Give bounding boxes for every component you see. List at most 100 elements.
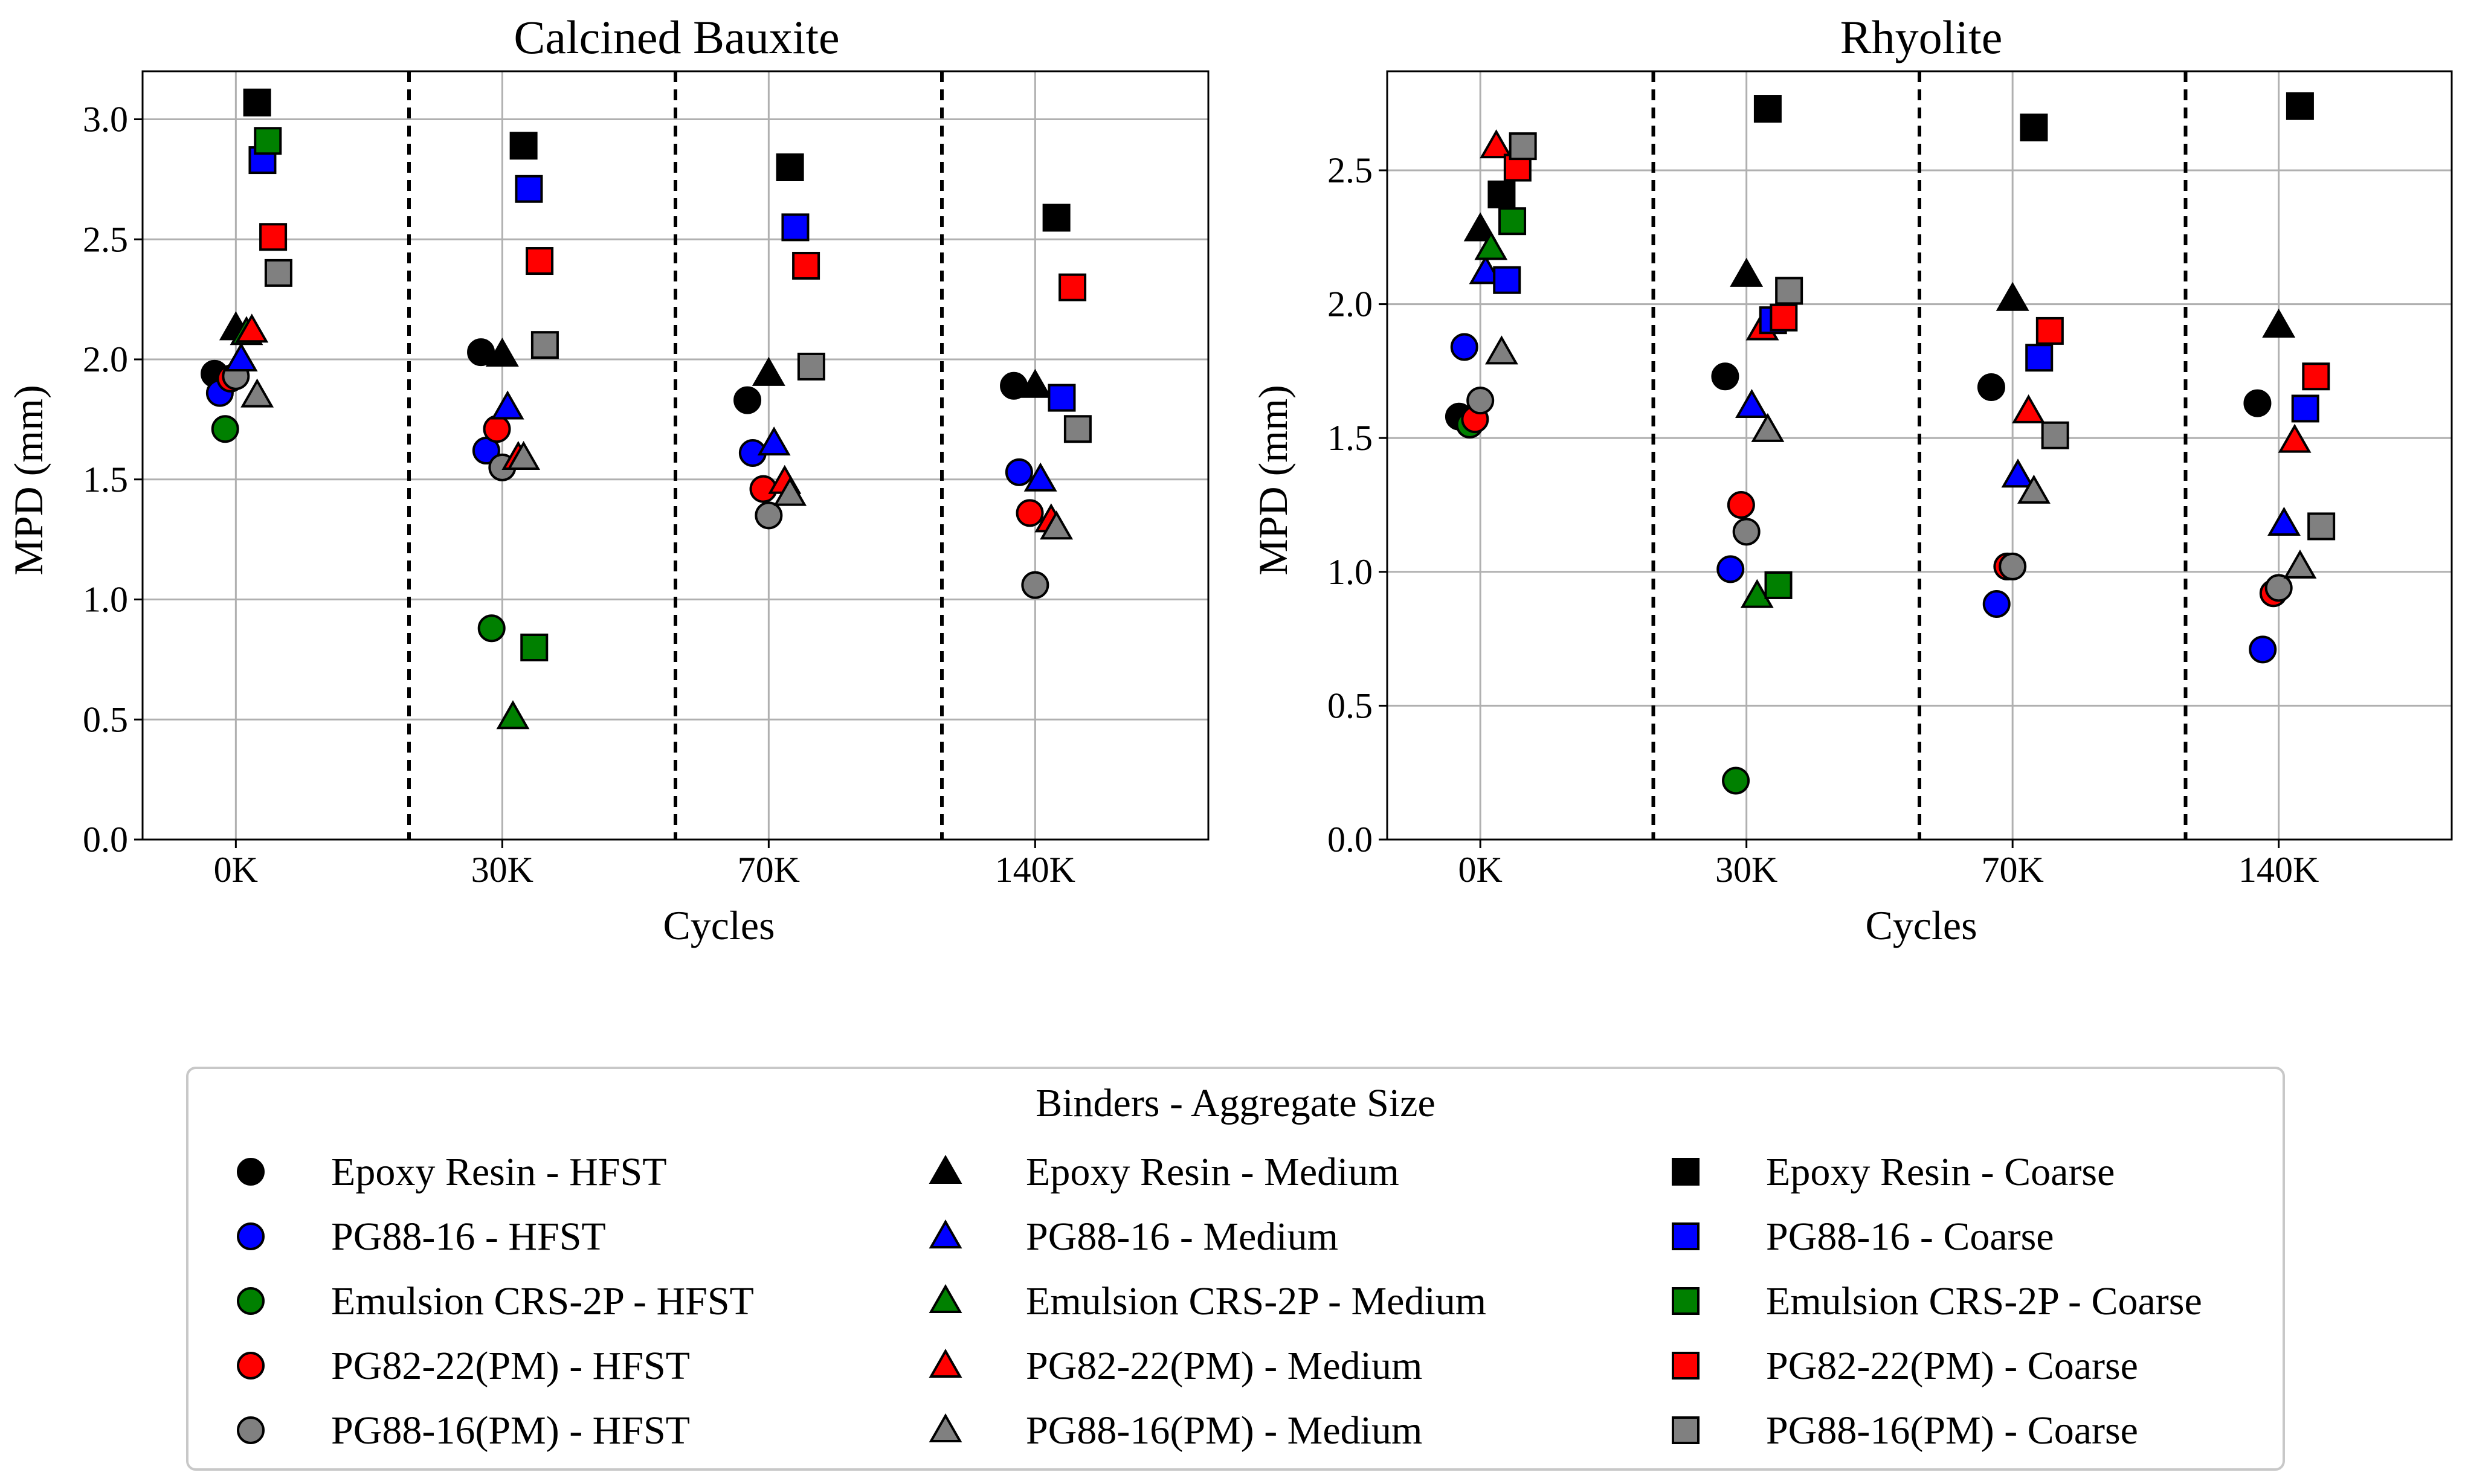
point-pg88-16-pm--coarse-30k xyxy=(530,331,559,359)
legend-label: PG82-22(PM) - Coarse xyxy=(1766,1344,2138,1388)
legend-item: PG88-16 - HFST xyxy=(237,1215,606,1259)
legend-label: PG82-22(PM) - Medium xyxy=(1026,1344,1422,1388)
x-tick-label: 70K xyxy=(1982,850,2044,890)
y-axis-label: MPD (mm) xyxy=(5,385,51,575)
point-emulsion-crs-2p-coarse-30k xyxy=(520,634,549,661)
point-pg88-16-coarse-70k xyxy=(781,213,810,242)
point-pg88-16-pm--coarse-70k xyxy=(2041,421,2069,449)
point-epoxy-resin-medium-30k xyxy=(1730,257,1764,287)
y-tick-label: 2.0 xyxy=(1327,284,1373,324)
legend-label: PG88-16(PM) - HFST xyxy=(331,1409,690,1453)
point-epoxy-resin-hfst-70k xyxy=(733,386,762,414)
point-epoxy-resin-hfst-70k xyxy=(1977,373,2005,401)
point-epoxy-resin-medium-140k xyxy=(2262,309,2296,338)
data-points xyxy=(1445,92,2336,795)
y-tick-label: 0.0 xyxy=(1327,820,1373,859)
legend-label: Epoxy Resin - HFST xyxy=(331,1150,667,1194)
x-axis-label: Cycles xyxy=(663,902,775,948)
legend-label: Emulsion CRS-2P - HFST xyxy=(331,1279,754,1323)
legend-frame xyxy=(186,1067,2285,1471)
point-epoxy-resin-coarse-70k xyxy=(776,153,804,181)
point-pg88-16-pm--medium-140k xyxy=(1040,510,1074,540)
plot-frame xyxy=(1386,70,2453,841)
legend-item: PG82-22(PM) - HFST xyxy=(237,1344,690,1388)
plot-frame xyxy=(141,70,1210,841)
x-tick-label: 140K xyxy=(995,850,1075,890)
point-pg82-22-pm--coarse-70k xyxy=(2035,316,2064,345)
point-pg88-16-pm--medium-70k xyxy=(773,477,807,506)
legend-marker xyxy=(237,1416,265,1444)
x-tick-label: 140K xyxy=(2238,850,2319,890)
legend-marker xyxy=(929,1154,962,1184)
point-pg82-22-pm--medium-70k xyxy=(2012,394,2046,423)
point-pg82-22-pm--medium-0k xyxy=(1480,129,1513,159)
y-tick-label: 1.0 xyxy=(83,580,128,620)
point-pg88-16-pm--hfst-140k xyxy=(1021,571,1049,599)
point-pg88-16-coarse-0k xyxy=(1493,266,1521,294)
point-pg82-22-pm--hfst-30k xyxy=(483,415,511,443)
legend-label: PG88-16(PM) - Coarse xyxy=(1766,1409,2138,1453)
legend-label: Epoxy Resin - Coarse xyxy=(1766,1150,2115,1194)
point-epoxy-resin-medium-0k xyxy=(1463,212,1497,242)
point-pg88-16-medium-70k xyxy=(2001,458,2035,488)
x-tick-label: 30K xyxy=(471,850,533,890)
legend-item: PG88-16 - Coarse xyxy=(1672,1215,2054,1259)
point-pg88-16-medium-0k xyxy=(224,342,258,371)
point-pg82-22-pm--medium-0k xyxy=(235,313,269,343)
legend-item: PG88-16(PM) - Coarse xyxy=(1672,1409,2138,1453)
point-pg88-16-coarse-140k xyxy=(2291,394,2319,423)
legend-marker xyxy=(1672,1352,1700,1380)
point-emulsion-crs-2p-hfst-30k xyxy=(477,614,506,643)
y-tick-label: 1.0 xyxy=(1327,552,1373,592)
legend-marker xyxy=(1672,1222,1700,1250)
point-pg88-16-medium-30k xyxy=(1735,388,1768,419)
legend-item: PG82-22(PM) - Medium xyxy=(929,1344,1422,1388)
point-epoxy-resin-coarse-70k xyxy=(2020,114,2048,142)
point-epoxy-resin-coarse-140k xyxy=(1042,204,1071,232)
legend-marker xyxy=(929,1413,962,1442)
point-pg88-16-hfst-140k xyxy=(2249,635,2277,664)
point-emulsion-crs-2p-coarse-0k xyxy=(254,127,282,155)
point-pg88-16-hfst-140k xyxy=(1005,458,1033,486)
point-emulsion-crs-2p-hfst-0k xyxy=(211,415,239,443)
legend-label: Emulsion CRS-2P - Medium xyxy=(1026,1279,1486,1323)
point-pg88-16-pm--coarse-70k xyxy=(797,352,825,381)
legend-item: Emulsion CRS-2P - Medium xyxy=(929,1279,1486,1323)
point-pg82-22-pm--coarse-70k xyxy=(792,251,820,280)
legend-marker xyxy=(929,1219,962,1248)
legend-item: Emulsion CRS-2P - Coarse xyxy=(1672,1279,2202,1323)
legend-marker xyxy=(237,1222,265,1250)
point-emulsion-crs-2p-medium-30k xyxy=(496,700,530,730)
point-pg88-16-hfst-70k xyxy=(1982,589,2011,618)
point-pg88-16-coarse-140k xyxy=(1048,384,1076,412)
legend-item: PG88-16(PM) - Medium xyxy=(929,1409,1422,1453)
point-pg88-16-pm--coarse-140k xyxy=(1063,415,1092,443)
point-epoxy-resin-hfst-30k xyxy=(1711,362,1739,391)
legend-marker xyxy=(237,1287,265,1315)
y-tick-label: 0.5 xyxy=(83,699,128,739)
point-pg88-16-coarse-30k xyxy=(515,175,543,203)
point-pg88-16-pm--medium-140k xyxy=(2283,549,2317,579)
legend-label: PG88-16 - HFST xyxy=(331,1215,606,1259)
y-tick-label: 2.0 xyxy=(83,339,128,379)
legend-label: PG82-22(PM) - HFST xyxy=(331,1344,690,1388)
legend-marker xyxy=(237,1352,265,1380)
y-axis-label: MPD (mm) xyxy=(1250,385,1296,575)
legend-marker xyxy=(1672,1416,1700,1444)
point-epoxy-resin-coarse-30k xyxy=(1753,95,1782,123)
x-tick-label: 0K xyxy=(1458,850,1503,890)
point-pg88-16-pm--coarse-0k xyxy=(264,259,292,287)
point-pg88-16-pm--coarse-140k xyxy=(2307,512,2336,541)
x-axis-label: Cycles xyxy=(1865,902,1977,948)
point-epoxy-resin-hfst-30k xyxy=(467,338,495,367)
point-pg88-16-pm--medium-0k xyxy=(1484,335,1518,365)
point-emulsion-crs-2p-coarse-30k xyxy=(1764,571,1793,599)
point-pg88-16-pm--medium-0k xyxy=(240,378,274,408)
point-epoxy-resin-coarse-0k xyxy=(243,88,271,117)
point-epoxy-resin-hfst-140k xyxy=(2243,389,2272,417)
point-epoxy-resin-medium-70k xyxy=(752,356,785,386)
point-emulsion-crs-2p-coarse-0k xyxy=(1498,207,1527,236)
panel-calcined-bauxite: Calcined Bauxite Cycles MPD (mm) 0.0 0.5 1… xyxy=(5,11,1210,948)
point-pg88-16-hfst-30k xyxy=(472,437,500,465)
